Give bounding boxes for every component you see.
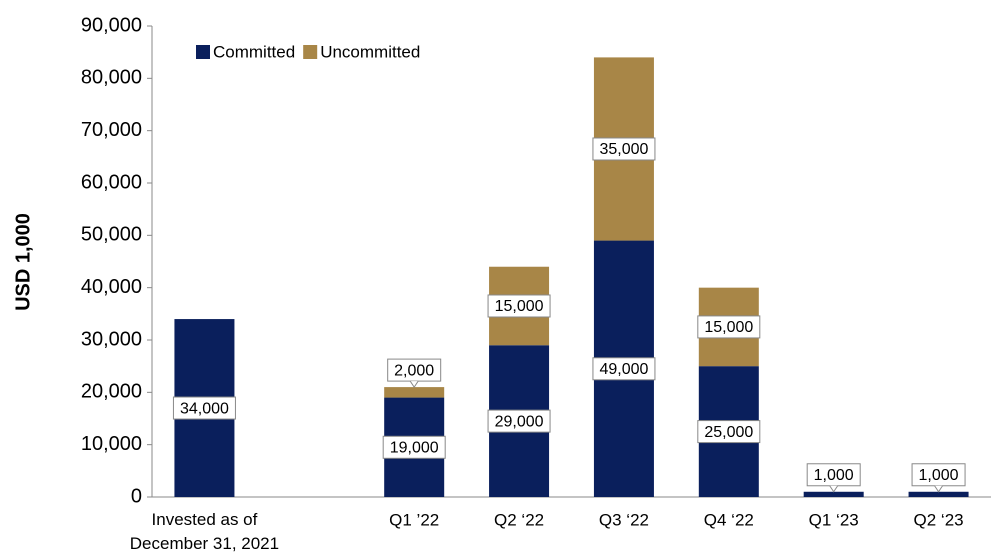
value-label: 35,000 [599,141,648,158]
bar-segment [803,491,864,497]
y-tick-label: 90,000 [81,14,142,36]
value-label: 25,000 [704,424,753,441]
x-tick-line: Invested as of [152,510,258,529]
value-label: 1,000 [919,467,959,484]
y-tick-label: 40,000 [81,276,142,298]
bar-segment [384,387,445,398]
y-tick-label: 20,000 [81,381,142,403]
value-label-box [487,294,551,318]
bar-segment [908,491,969,497]
x-tick-line: December 31, 2021 [130,534,279,553]
x-tick-label: Q2 ‘23 [914,510,964,529]
legend-swatch [303,45,318,59]
y-tick-label: 0 [131,485,142,507]
value-label: 19,000 [390,440,439,457]
y-tick-label: 50,000 [81,224,142,246]
value-label: 34,000 [180,400,229,417]
y-tick-label: 30,000 [81,328,142,350]
y-axis-title: USD 1,000 [12,213,34,311]
value-label: 15,000 [495,298,544,315]
value-label-pointer [934,485,943,493]
legend-label: Uncommitted [320,42,420,61]
x-tick-label: Q3 ‘22 [599,510,649,529]
value-label-box [172,396,236,420]
value-label-box [592,137,656,161]
y-tick-label: 80,000 [81,67,142,89]
value-label-pointer [409,380,419,389]
value-label-pointer [829,485,839,493]
value-label-box [592,357,656,381]
value-label-box [697,315,761,339]
y-tick-label: 10,000 [81,433,142,455]
x-tick-label: Q4 ‘22 [704,510,754,529]
value-label: 49,000 [599,361,648,378]
value-label-box [697,420,761,444]
value-label-box [487,409,551,433]
y-tick-label: 60,000 [81,171,142,193]
value-label: 1,000 [814,467,854,484]
x-tick-label: Invested as of December 31, 2021 [130,510,279,553]
x-tick-label: Q2 ‘22 [494,510,544,529]
value-label: 2,000 [394,362,434,379]
x-tick-label: Q1 ’22 [389,510,439,529]
legend-label: Committed [213,42,295,61]
value-label-box [382,435,446,459]
value-label: 15,000 [704,319,753,336]
value-label: 29,000 [495,413,544,430]
y-tick-label: 70,000 [81,119,142,141]
x-tick-label: Q1 ‘23 [809,510,859,529]
legend-swatch [196,45,210,59]
